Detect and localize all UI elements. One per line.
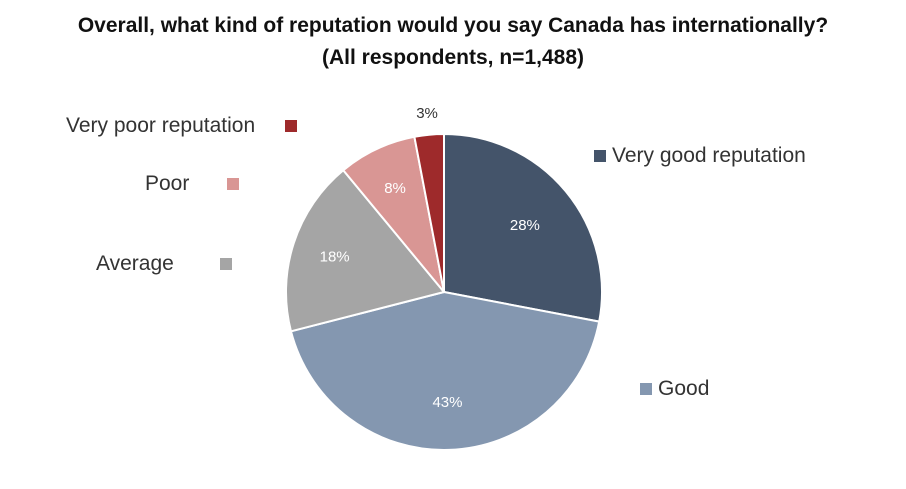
- legend-swatch-average: [219, 258, 232, 270]
- slice-label-average: 18%: [320, 248, 350, 265]
- legend-item-average: Average: [96, 252, 232, 276]
- legend-label-good: Good: [658, 377, 710, 400]
- legend-item-very-poor: Very poor reputation: [66, 114, 298, 138]
- legend-swatch-poor: [227, 178, 240, 190]
- legend-swatch-very-good: [594, 150, 606, 162]
- legend-label-very-good: Very good reputation: [612, 144, 806, 167]
- legend-label-very-poor: Very poor reputation: [66, 114, 256, 137]
- pie-slice-average: [285, 168, 446, 333]
- chart-subtitle: (All respondents, n=1,488): [322, 46, 584, 69]
- legend-item-good: Good: [640, 377, 709, 401]
- legend-item-very-good: Very good reputation: [594, 144, 806, 168]
- legend-swatch-very-poor: [285, 120, 298, 132]
- legend-label-average: Average: [96, 252, 174, 275]
- legend-item-poor: Poor: [145, 172, 240, 196]
- chart-title: Overall, what kind of reputation would y…: [77, 14, 829, 37]
- slice-label-good: 43%: [432, 394, 462, 411]
- legend-swatch-good: [640, 383, 652, 395]
- slice-label-very-good: 28%: [510, 217, 540, 234]
- legend-label-poor: Poor: [145, 172, 190, 195]
- pie-slice-good: [289, 290, 601, 451]
- slice-label-poor: 8%: [384, 180, 406, 197]
- slice-label-very-poor: 3%: [416, 105, 438, 122]
- pie-slice-very-good: [443, 132, 603, 323]
- pie-slice-very-poor: [413, 132, 445, 293]
